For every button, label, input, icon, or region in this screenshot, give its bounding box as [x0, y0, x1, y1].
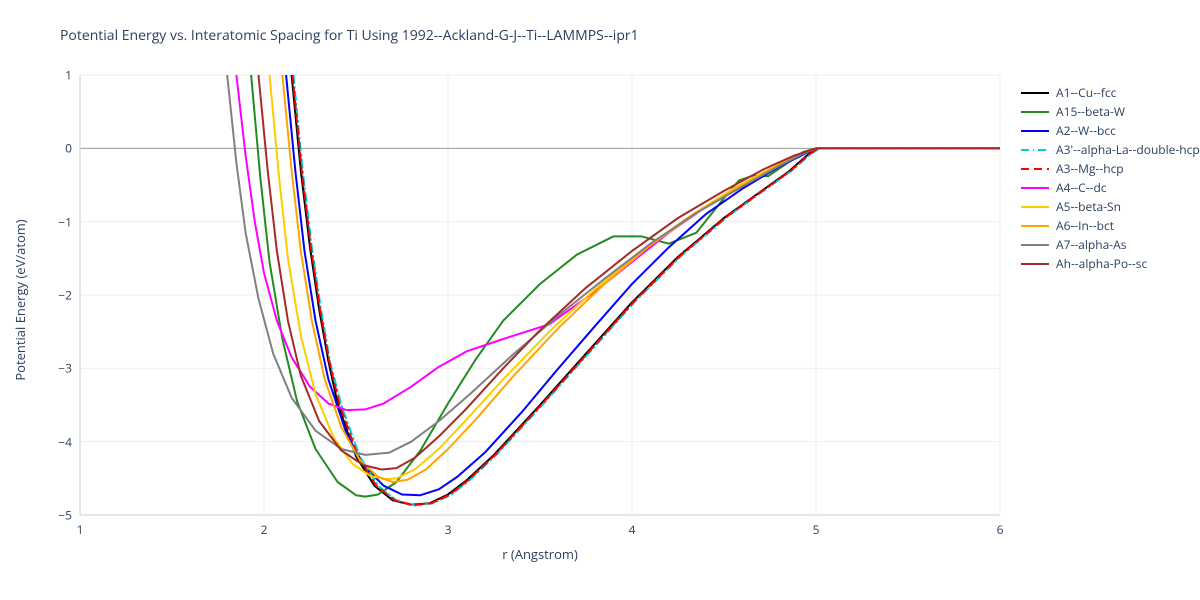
- y-tick-label: −5: [58, 507, 72, 524]
- legend-item[interactable]: A5--beta-Sn: [1020, 197, 1200, 216]
- x-tick-label: 3: [445, 521, 452, 538]
- x-tick-label: 2: [261, 521, 268, 538]
- legend-swatch: [1020, 124, 1050, 138]
- legend-label: A4--C--dc: [1056, 179, 1107, 196]
- legend-swatch: [1020, 143, 1050, 157]
- y-tick-label: −4: [58, 433, 72, 450]
- legend-label: A1--Cu--fcc: [1056, 84, 1116, 101]
- legend-swatch: [1020, 238, 1050, 252]
- legend-swatch: [1020, 162, 1050, 176]
- chart-container: Potential Energy vs. Interatomic Spacing…: [0, 0, 1200, 600]
- x-tick-label: 4: [629, 521, 636, 538]
- legend-item[interactable]: A1--Cu--fcc: [1020, 83, 1200, 102]
- legend-item[interactable]: A15--beta-W: [1020, 102, 1200, 121]
- x-tick-label: 1: [77, 521, 84, 538]
- legend-label: A3--Mg--hcp: [1056, 160, 1124, 177]
- y-tick-label: 1: [65, 67, 72, 84]
- x-tick-label: 6: [997, 521, 1004, 538]
- legend-label: Ah--alpha-Po--sc: [1056, 255, 1147, 272]
- y-tick-label: 0: [65, 140, 72, 157]
- legend[interactable]: A1--Cu--fcc A15--beta-W A2--W--bcc A3'--alp…: [1020, 83, 1200, 273]
- legend-swatch: [1020, 181, 1050, 195]
- x-tick-label: 5: [813, 521, 820, 538]
- y-tick-label: −2: [58, 287, 72, 304]
- legend-item[interactable]: A3'--alpha-La--double-hcp: [1020, 140, 1200, 159]
- legend-swatch: [1020, 86, 1050, 100]
- legend-item[interactable]: A2--W--bcc: [1020, 121, 1200, 140]
- legend-item[interactable]: A3--Mg--hcp: [1020, 159, 1200, 178]
- legend-swatch: [1020, 219, 1050, 233]
- legend-label: A15--beta-W: [1056, 103, 1125, 120]
- legend-swatch: [1020, 105, 1050, 119]
- legend-label: A2--W--bcc: [1056, 122, 1116, 139]
- legend-label: A5--beta-Sn: [1056, 198, 1121, 215]
- legend-swatch: [1020, 200, 1050, 214]
- y-tick-label: −3: [58, 360, 72, 377]
- legend-label: A7--alpha-As: [1056, 236, 1126, 253]
- legend-item[interactable]: Ah--alpha-Po--sc: [1020, 254, 1200, 273]
- legend-item[interactable]: A6--In--bct: [1020, 216, 1200, 235]
- legend-label: A3'--alpha-La--double-hcp: [1056, 141, 1200, 158]
- legend-swatch: [1020, 257, 1050, 271]
- legend-label: A6--In--bct: [1056, 217, 1114, 234]
- legend-item[interactable]: A7--alpha-As: [1020, 235, 1200, 254]
- legend-item[interactable]: A4--C--dc: [1020, 178, 1200, 197]
- y-tick-label: −1: [58, 213, 72, 230]
